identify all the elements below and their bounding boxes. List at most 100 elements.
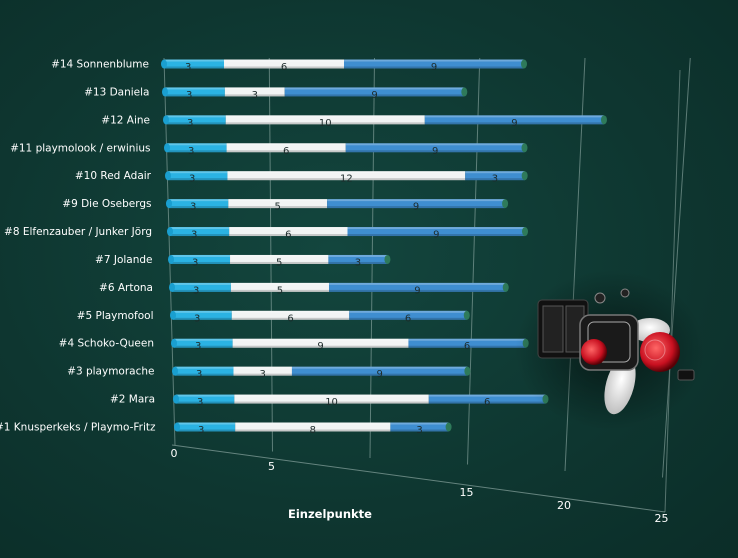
bar-face <box>229 227 348 237</box>
bar-shadow <box>329 289 506 292</box>
bar-shadow <box>230 289 330 292</box>
data-label: 3 <box>194 313 200 324</box>
bar-face <box>227 171 466 181</box>
data-label: 3 <box>192 257 198 268</box>
bar-highlight <box>224 59 344 62</box>
bar-highlight <box>168 171 228 174</box>
bar-shadow <box>327 206 506 209</box>
data-label: 5 <box>276 257 282 268</box>
bar-segment <box>176 394 235 404</box>
data-label: 9 <box>317 341 323 352</box>
bar-highlight <box>164 59 224 62</box>
bar-shadow <box>164 66 224 69</box>
bar-face <box>408 338 526 348</box>
data-label: 3 <box>186 90 192 101</box>
bars-layer <box>161 59 607 432</box>
bar-highlight <box>224 87 285 90</box>
bar-face <box>169 199 229 209</box>
bar-face <box>230 282 330 292</box>
bar-highlight <box>345 143 525 146</box>
bar-start-cap <box>168 254 174 264</box>
data-label: 6 <box>285 230 291 241</box>
bar-shadow <box>229 234 348 237</box>
bar-shadow <box>347 234 526 237</box>
bar-face <box>167 143 227 153</box>
bar-face <box>166 115 226 125</box>
data-label: 3 <box>189 174 195 185</box>
bar-segment <box>174 338 233 348</box>
bar-face <box>235 422 391 432</box>
bar-segment <box>465 171 525 181</box>
data-label: 3 <box>188 146 194 157</box>
bar-end-cap <box>502 199 509 209</box>
bar-face <box>284 87 465 97</box>
category-label: #12 Aine <box>101 114 150 126</box>
bar-face <box>344 59 524 69</box>
bar-face <box>224 59 344 69</box>
bar-segment <box>232 338 409 348</box>
bar-segment <box>347 227 526 237</box>
bar-face <box>177 422 236 432</box>
bar-highlight <box>166 115 226 118</box>
bar-face <box>171 254 231 264</box>
bar-shadow <box>235 429 391 432</box>
bar-highlight <box>424 115 604 118</box>
bar-face <box>329 282 506 292</box>
bar-segment <box>231 310 350 320</box>
playmobil-fly-figure-image <box>515 270 705 430</box>
bar-start-cap <box>162 87 168 97</box>
bar-highlight <box>170 227 230 230</box>
bar-shadow <box>177 429 236 432</box>
bar-face <box>232 338 409 348</box>
bar-face <box>230 254 329 264</box>
bar-segment <box>170 227 230 237</box>
category-label: #7 Jolande <box>95 254 152 266</box>
bar-shadow <box>345 150 525 153</box>
bar-segment <box>165 87 225 97</box>
bar-face <box>165 87 225 97</box>
bar-highlight <box>172 282 231 285</box>
bar-end-cap <box>600 115 607 125</box>
bar-end-cap <box>502 282 509 292</box>
bar-highlight <box>328 254 388 257</box>
category-label: #1 Knusperkeks / Playmo-Fritz <box>0 422 156 434</box>
category-label: #5 Playmofool <box>77 310 154 322</box>
bar-segment <box>168 171 228 181</box>
bar-start-cap <box>166 199 172 209</box>
x-tick-label: 0 <box>171 447 178 460</box>
bar-highlight <box>230 254 329 257</box>
category-label: #9 Die Osebergs <box>62 198 151 210</box>
category-label: #4 Schoko-Queen <box>59 338 154 350</box>
bar-shadow <box>284 94 465 97</box>
bar-end-cap <box>521 143 528 153</box>
bar-start-cap <box>164 143 170 153</box>
bar-highlight <box>175 366 234 369</box>
bar-shadow <box>231 317 350 320</box>
bar-shadow <box>176 401 235 404</box>
data-label: 9 <box>432 146 438 157</box>
bar-highlight <box>227 171 466 174</box>
bar-segment <box>408 338 526 348</box>
bar-highlight <box>233 366 292 369</box>
bar-face <box>224 87 285 97</box>
data-label: 3 <box>492 174 498 185</box>
labels-layer: 0 5 15 20 25 #14 Sonnenblume 3 6 9 #13 Daniela 3 3 9… <box>0 59 669 526</box>
bar-start-cap <box>167 227 173 237</box>
bar-start-cap <box>172 366 178 376</box>
bar-shadow <box>349 317 467 320</box>
bar-face <box>164 59 224 69</box>
bar-face <box>233 366 292 376</box>
bar-face <box>226 143 346 153</box>
bar-segment <box>344 59 524 69</box>
data-label: 6 <box>464 341 470 352</box>
bar-highlight <box>344 59 524 62</box>
data-label: 3 <box>198 425 204 436</box>
bar-segment <box>328 254 388 264</box>
bar-segment <box>225 115 425 125</box>
bar-segment <box>172 282 231 292</box>
bar-highlight <box>167 143 227 146</box>
bar-face <box>173 310 232 320</box>
bar-start-cap <box>169 282 175 292</box>
category-label: #8 Elfenzauber / Junker Jörg <box>4 226 152 238</box>
data-label: 3 <box>190 202 196 213</box>
